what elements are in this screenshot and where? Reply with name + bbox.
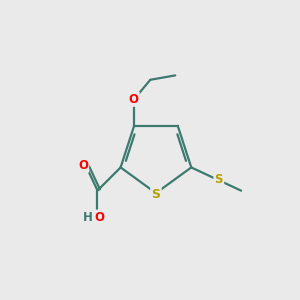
Text: S: S	[152, 188, 160, 201]
Text: O: O	[128, 93, 139, 106]
Text: S: S	[214, 173, 223, 187]
Text: H: H	[83, 211, 93, 224]
Text: O: O	[95, 211, 105, 224]
Text: O: O	[78, 159, 88, 172]
